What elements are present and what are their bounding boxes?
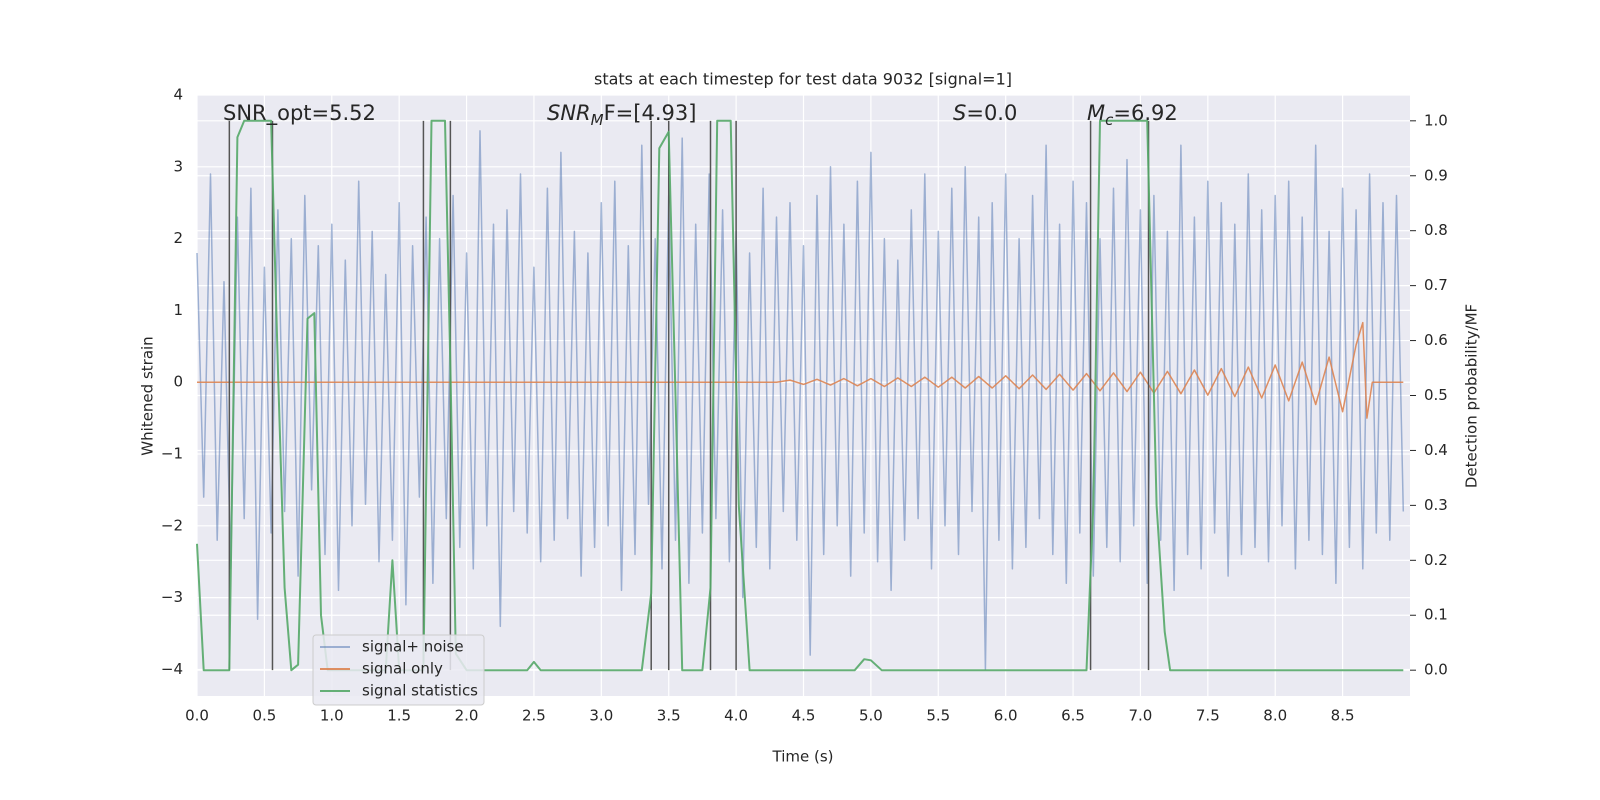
legend-label: signal+ noise xyxy=(362,638,464,656)
x-axis-label: Time (s) xyxy=(772,748,834,766)
y-axis-label: Whitened strain xyxy=(139,336,157,455)
series-line xyxy=(196,130,1405,671)
y2-axis-label: Detection probability/MF xyxy=(1463,304,1481,488)
x-tick-label: 3.0 xyxy=(589,707,613,725)
annotation-sub: c xyxy=(1105,111,1114,129)
annotation-text: SNR_opt=5.52 xyxy=(223,101,376,126)
y-tick-label: 4 xyxy=(173,86,183,104)
chart-title: stats at each timestep for test data 903… xyxy=(594,70,1012,89)
y2-tick-label: 0.6 xyxy=(1424,331,1448,349)
x-tick-label: 6.5 xyxy=(1061,707,1085,725)
legend-label: signal statistics xyxy=(362,682,478,700)
y-tick-label: 2 xyxy=(173,229,183,247)
x-tick-label: 5.5 xyxy=(926,707,950,725)
y-tick-label: 1 xyxy=(173,301,183,319)
y-tick-label: 3 xyxy=(173,157,183,175)
annotation-text: SNR xyxy=(547,101,591,125)
y2-tick-label: 0.7 xyxy=(1424,276,1448,294)
x-tick-label: 1.0 xyxy=(320,707,344,725)
y2-tick-label: 0.0 xyxy=(1424,661,1448,679)
x-tick-label: 4.5 xyxy=(792,707,816,725)
annotation-rest: F=[4.93] xyxy=(604,101,697,125)
annotation-rest: =0.0 xyxy=(966,101,1017,125)
y-tick-label: 0 xyxy=(173,373,183,391)
x-tick-label: 5.0 xyxy=(859,707,883,725)
x-tick-label: 2.5 xyxy=(522,707,546,725)
annotation: S=0.0 xyxy=(953,101,1017,125)
y2-tick-label: 0.8 xyxy=(1424,221,1448,239)
annotation: SNRMF=[4.93] xyxy=(547,101,696,129)
series-line xyxy=(197,321,1404,419)
annotation-text: M xyxy=(1087,101,1105,125)
x-tick-label: 4.0 xyxy=(724,707,748,725)
y-tick-label: −2 xyxy=(161,516,183,534)
x-tick-label: 7.0 xyxy=(1129,707,1153,725)
x-tick-label: 8.5 xyxy=(1331,707,1355,725)
y2-tick-label: 0.4 xyxy=(1424,441,1448,459)
legend-label: signal only xyxy=(362,660,443,678)
legend-box xyxy=(312,634,485,706)
y-tick-label: −1 xyxy=(161,445,183,463)
series-line xyxy=(196,119,1404,672)
y-tick-label: −3 xyxy=(161,588,183,606)
y2-tick-label: 0.9 xyxy=(1424,166,1448,184)
y2-tick-label: 0.2 xyxy=(1424,551,1448,569)
x-tick-label: 7.5 xyxy=(1196,707,1220,725)
annotation-text: S xyxy=(953,101,966,125)
x-tick-label: 6.0 xyxy=(994,707,1018,725)
x-tick-label: 2.0 xyxy=(455,707,479,725)
x-tick-label: 0.0 xyxy=(185,707,209,725)
y2-tick-label: 0.1 xyxy=(1424,606,1448,624)
y2-tick-label: 1.0 xyxy=(1424,111,1448,129)
y2-tick-label: 0.3 xyxy=(1424,496,1448,514)
y-tick-label: −4 xyxy=(161,660,183,678)
x-tick-label: 1.5 xyxy=(387,707,411,725)
x-tick-label: 0.5 xyxy=(252,707,276,725)
x-tick-label: 3.5 xyxy=(657,707,681,725)
annotation-sub: M xyxy=(591,111,604,129)
annotation: Mc=6.92 xyxy=(1087,101,1178,129)
annotation-rest: =6.92 xyxy=(1113,101,1177,125)
annotation: SNR_opt=5.52 xyxy=(223,101,376,126)
x-tick-label: 8.0 xyxy=(1263,707,1287,725)
y2-tick-label: 0.5 xyxy=(1424,386,1448,404)
